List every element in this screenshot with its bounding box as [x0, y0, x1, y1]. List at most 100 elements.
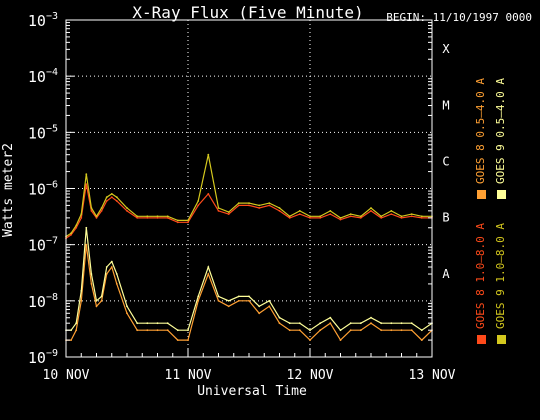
series-point [410, 322, 413, 325]
y-tick-label: 10−7 [28, 236, 58, 255]
series-point [207, 266, 210, 268]
series-point [176, 329, 179, 332]
series-point [197, 299, 200, 302]
series-point [126, 210, 128, 212]
y-tick-label: 10−6 [28, 180, 58, 199]
series-point [115, 283, 118, 285]
series-point [176, 221, 179, 224]
series-point [359, 217, 362, 219]
series-point [75, 329, 78, 332]
grid-layer [66, 20, 432, 357]
series-point [400, 322, 403, 325]
series-line [65, 154, 432, 238]
series-point [70, 233, 72, 236]
y-tick-label: 10−4 [28, 67, 58, 86]
series-point [349, 329, 352, 332]
series-point [319, 215, 322, 218]
series-point [217, 207, 220, 209]
series-point [248, 299, 250, 302]
series-point [105, 266, 108, 268]
series-point [359, 322, 362, 325]
series-point [309, 339, 311, 341]
series-point [339, 339, 342, 341]
series-point [329, 316, 332, 319]
series-point [288, 329, 291, 332]
legend-label: GOES 9 1.0–8.0 A [494, 223, 507, 329]
series-point [237, 295, 240, 298]
series-point [359, 329, 362, 332]
series-line [66, 244, 433, 342]
series-point [258, 207, 261, 209]
series-point [420, 339, 423, 341]
series-point [136, 215, 139, 218]
x-tick-label: 11 NOV [165, 368, 212, 383]
series-point [258, 204, 261, 207]
series-point [227, 213, 230, 216]
y-tick-label: 10−3 [28, 11, 58, 30]
legend-swatch [477, 335, 486, 344]
y-tick-label: 10−9 [28, 348, 58, 367]
series-point [390, 322, 393, 325]
series-point [187, 339, 189, 341]
series-point [420, 215, 423, 218]
series-point [400, 217, 403, 219]
series-point [70, 232, 72, 235]
series-point [90, 207, 93, 209]
series-point [187, 329, 189, 332]
legend-label: GOES 9 0.5–4.0 A [494, 78, 507, 184]
series-point [95, 299, 98, 302]
series-point [227, 299, 230, 302]
series-point [110, 260, 113, 263]
series-point [90, 273, 93, 275]
series-line [65, 183, 432, 239]
legend-label: GOES 8 0.5–4.0 A [474, 78, 487, 184]
series-point [166, 215, 169, 218]
y-tick-label: 10−5 [28, 123, 58, 142]
series-point [349, 213, 352, 216]
series-point [176, 339, 179, 341]
series-point [105, 196, 108, 199]
series-point [75, 322, 78, 325]
x-axis-label: Universal Time [197, 384, 307, 399]
series-point [278, 210, 281, 212]
series-point [70, 329, 72, 332]
series-point [146, 329, 149, 332]
series-point [309, 217, 311, 219]
series-point [110, 196, 113, 199]
series-point [410, 215, 413, 218]
flare-class-label: X [442, 42, 450, 56]
series-point [248, 295, 250, 298]
series-point [115, 273, 118, 275]
series-point [390, 329, 393, 332]
series-point [85, 183, 88, 186]
series-point [75, 224, 78, 227]
series-point [380, 329, 383, 332]
series-point [136, 322, 139, 325]
series-point [156, 329, 159, 332]
series-point [227, 305, 230, 308]
series-point [100, 299, 103, 302]
legend-label: GOES 8 1.0–8.0 A [474, 223, 487, 329]
series-point [85, 226, 88, 229]
series-point [237, 299, 240, 302]
series-point [339, 217, 342, 219]
series-point [187, 221, 189, 224]
series-point [187, 219, 189, 222]
series-point [298, 329, 301, 332]
series-point [298, 210, 301, 212]
series-point [100, 207, 103, 209]
legend-swatch [497, 190, 506, 199]
series-point [370, 322, 372, 325]
series-point [237, 202, 240, 205]
series-layer [65, 153, 433, 342]
series-point [207, 153, 210, 156]
series-point [278, 207, 281, 209]
series-point [309, 215, 311, 218]
series-point [126, 305, 128, 308]
series-point [319, 322, 322, 325]
series-point [136, 217, 139, 219]
series-point [85, 243, 88, 246]
series-point [146, 217, 149, 219]
